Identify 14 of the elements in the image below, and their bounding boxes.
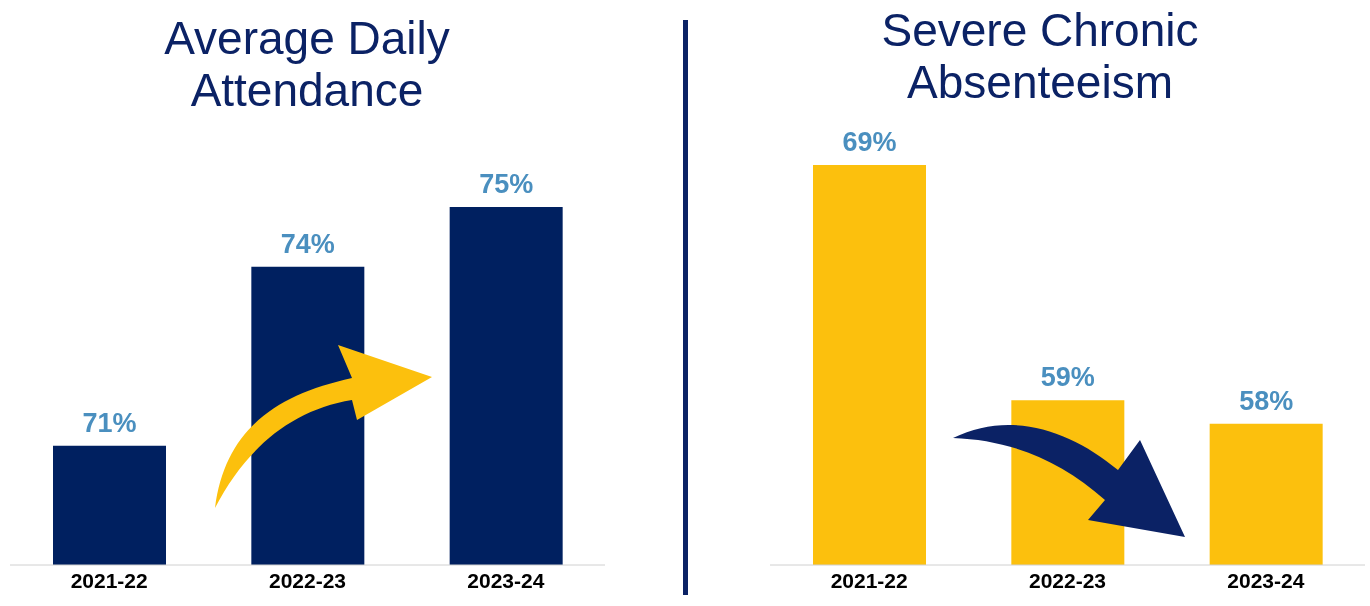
x-tick-label: 2023-24 [467, 568, 545, 592]
data-label: 59% [1040, 362, 1095, 393]
data-label: 69% [842, 127, 897, 157]
chart-title: Average Daily Attendance [163, 12, 451, 116]
x-tick-label: 2021-22 [830, 568, 908, 592]
x-tick-label: 2022-23 [268, 568, 347, 592]
data-label: 71% [82, 407, 137, 438]
data-label: 74% [280, 228, 335, 259]
x-tick-label: 2022-23 [1028, 568, 1107, 592]
chart-title: Severe Chronic Absenteeism [880, 4, 1200, 108]
x-tick-label: 2021-22 [70, 568, 148, 592]
x-tick-label: 2023-24 [1227, 568, 1305, 592]
data-label: 58% [1239, 385, 1294, 416]
data-label: 75% [479, 169, 534, 199]
